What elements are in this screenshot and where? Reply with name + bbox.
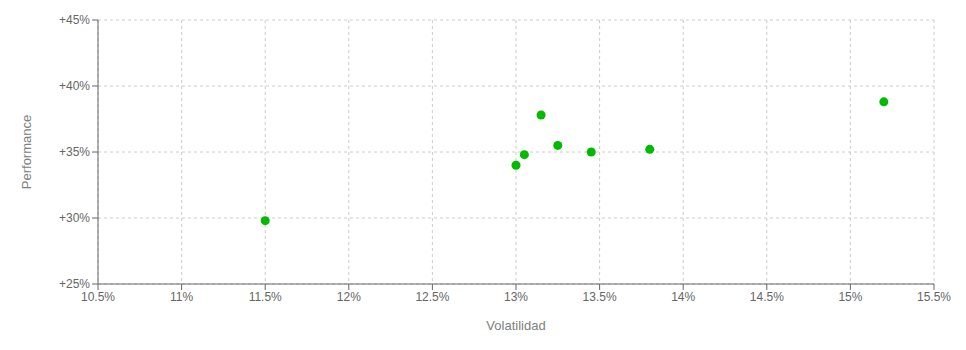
svg-text:+40%: +40% <box>59 79 90 93</box>
svg-text:+45%: +45% <box>59 13 90 27</box>
svg-text:Performance: Performance <box>19 115 34 189</box>
svg-text:12%: 12% <box>337 290 361 304</box>
svg-text:14.5%: 14.5% <box>750 290 784 304</box>
svg-text:12.5%: 12.5% <box>415 290 449 304</box>
svg-text:+25%: +25% <box>59 277 90 291</box>
svg-text:+30%: +30% <box>59 211 90 225</box>
svg-text:+35%: +35% <box>59 145 90 159</box>
svg-text:13.5%: 13.5% <box>583 290 617 304</box>
svg-text:Volatilidad: Volatilidad <box>486 318 545 333</box>
svg-text:13%: 13% <box>504 290 528 304</box>
svg-text:11%: 11% <box>170 290 193 304</box>
svg-text:10.5%: 10.5% <box>81 290 115 304</box>
svg-text:15%: 15% <box>838 290 862 304</box>
svg-text:14%: 14% <box>671 290 695 304</box>
svg-text:15.5%: 15.5% <box>917 290 951 304</box>
svg-text:11.5%: 11.5% <box>249 290 282 304</box>
